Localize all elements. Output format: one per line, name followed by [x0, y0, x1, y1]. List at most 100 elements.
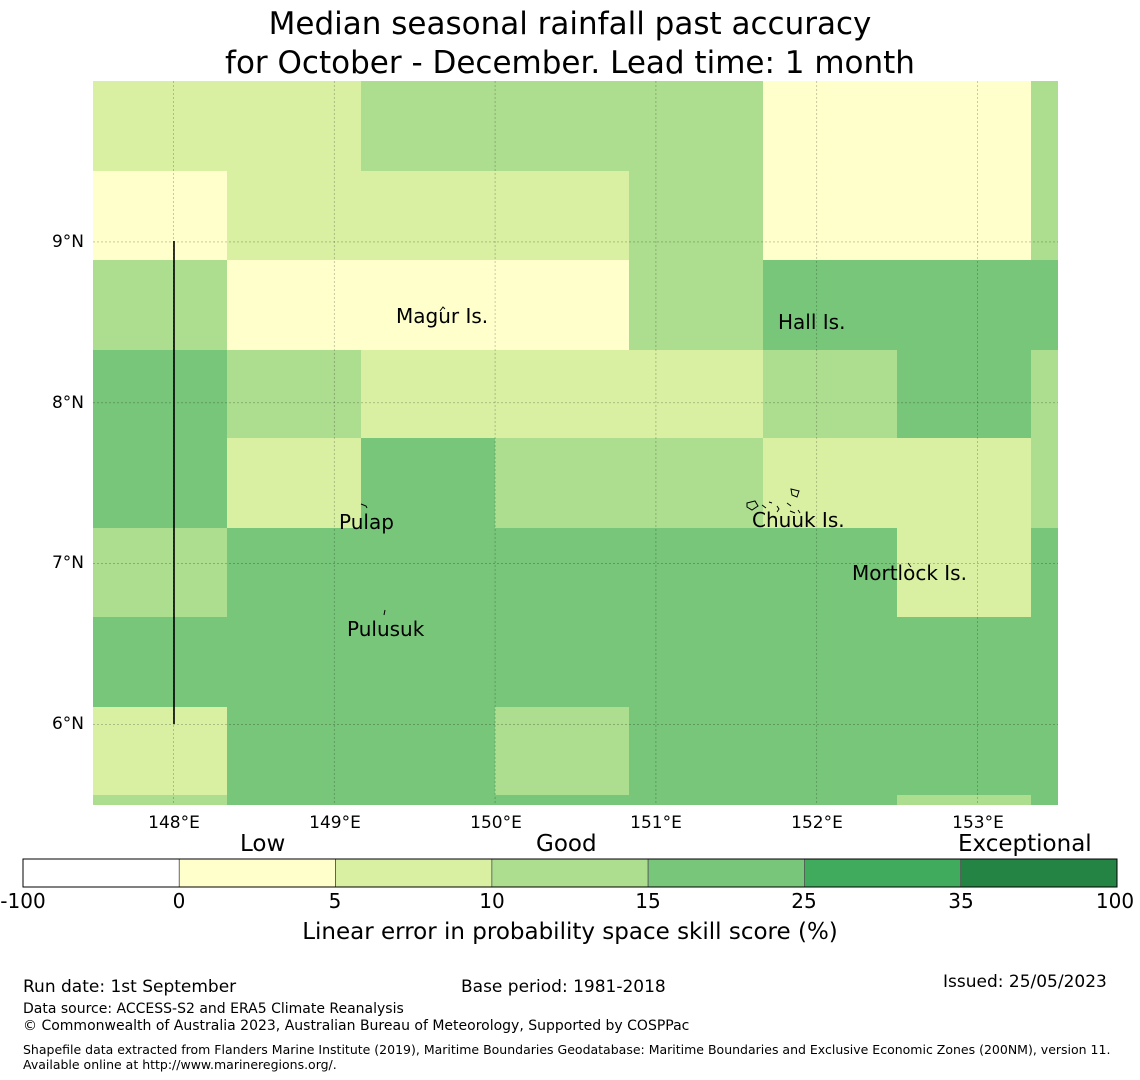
- grid-cell: [227, 438, 361, 528]
- grid-cell: [1031, 528, 1058, 617]
- pulusuk-island-shape: [383, 609, 386, 616]
- grid-cell: [1031, 438, 1058, 528]
- grid-cell: [495, 260, 629, 350]
- grid-cell: [763, 81, 897, 171]
- grid-cell: [897, 617, 1031, 707]
- grid-cell: [227, 795, 361, 805]
- grid-cell: [629, 438, 763, 528]
- grid-cell: [361, 528, 495, 617]
- grid-cell: [629, 617, 763, 707]
- grid-cell: [763, 795, 897, 805]
- grid-cell: [763, 707, 897, 795]
- grid-cell: [227, 350, 361, 438]
- grid-cell: [1031, 171, 1058, 260]
- lon-label-148e: 148°E: [148, 813, 200, 833]
- grid-cell: [361, 171, 495, 260]
- grid-cell: [227, 707, 361, 795]
- copyright-notice: © Commonwealth of Australia 2023, Austra…: [23, 1018, 690, 1034]
- grid-cell: [629, 81, 763, 171]
- grid-cell: [897, 438, 1031, 528]
- base-period: Base period: 1981-2018: [461, 977, 666, 997]
- lon-label-151e: 151°E: [630, 813, 682, 833]
- graticule: [93, 81, 1058, 805]
- place-label-magur: Magur Is.: [396, 304, 488, 328]
- place-label-pulap: Pulap: [339, 510, 394, 534]
- colorbar-tick-label: 0: [172, 889, 186, 913]
- grid-cell: [1031, 350, 1058, 438]
- grid-cell: [227, 617, 361, 707]
- grid-cell: [1031, 260, 1058, 350]
- colorbar-tick-label: 5: [328, 889, 342, 913]
- colorbar-segment: [178, 858, 336, 888]
- magur-island-shape: [439, 306, 446, 312]
- grid-cell: [897, 171, 1031, 260]
- grid-cell: [763, 260, 897, 350]
- grid-cell: [93, 617, 227, 707]
- grid-cell: [93, 438, 227, 528]
- lat-label-6n: 6°N: [52, 714, 84, 734]
- grid-cell: [93, 795, 227, 805]
- grid-cell: [361, 350, 495, 438]
- grid-cell: [361, 795, 495, 805]
- lat-label-9n: 9°N: [52, 232, 84, 252]
- grid-cell: [629, 707, 763, 795]
- colorbar-segment: [804, 858, 962, 888]
- lat-label-8n: 8°N: [52, 393, 84, 413]
- place-label-pulusuk: Pulusuk: [347, 617, 425, 641]
- grid-cell: [629, 795, 763, 805]
- grid-cell: [93, 81, 227, 171]
- colorbar-frame: [22, 858, 1118, 888]
- lon-label-149e: 149°E: [309, 813, 361, 833]
- grid-cell: [495, 438, 629, 528]
- grid-cell: [763, 438, 897, 528]
- issued-date: Issued: 25/05/2023: [943, 972, 1107, 992]
- grid-cell: [361, 260, 495, 350]
- grid-cell: [763, 617, 897, 707]
- grid-cell: [897, 795, 1031, 805]
- grid-cell: [495, 528, 629, 617]
- lon-label-153e: 153°E: [952, 813, 1004, 833]
- pulap-island-shape: [360, 503, 368, 509]
- grid-cell: [897, 81, 1031, 171]
- map-title-line-2: for October - December. Lead time: 1 mon…: [225, 45, 915, 81]
- grid-cell: [361, 617, 495, 707]
- grid-cell: [227, 171, 361, 260]
- grid-cell: [361, 81, 495, 171]
- grid-cell: [1031, 795, 1058, 805]
- colorbar-tick-label: 100: [1095, 889, 1135, 913]
- colorbar-segment: [960, 858, 1118, 888]
- grid-cell: [93, 350, 227, 438]
- lat-label-7n: 7°N: [52, 553, 84, 573]
- colorbar-tick-label: -100: [0, 889, 46, 913]
- grid-cell: [495, 795, 629, 805]
- grid-cell: [93, 171, 227, 260]
- skill-grid: [93, 81, 1058, 805]
- grid-cell: [1031, 617, 1058, 707]
- mortlock-island-shape: [907, 562, 912, 568]
- colorbar-segment: [335, 858, 493, 888]
- colorbar-category-good: Good: [536, 831, 597, 857]
- place-label-mortlock: Mortlock Is.: [852, 561, 967, 585]
- grid-cell: [629, 350, 763, 438]
- grid-cell: [897, 350, 1031, 438]
- place-label-chuuk: Chuuk Is.: [752, 508, 845, 532]
- grid-cell: [227, 260, 361, 350]
- colorbar-segment: [647, 858, 805, 888]
- colorbar-tick-label: 10: [479, 889, 505, 913]
- colorbar-segment: [22, 858, 180, 888]
- colorbar-category-low: Low: [240, 831, 286, 857]
- chuuk-island-shape: [746, 488, 801, 514]
- data-source: Data source: ACCESS-S2 and ERA5 Climate …: [23, 1001, 404, 1017]
- lon-label-152e: 152°E: [791, 813, 843, 833]
- colorbar-tick-label: 15: [635, 889, 661, 913]
- island-outlines: [360, 306, 912, 616]
- grid-cell: [495, 171, 629, 260]
- grid-cell: [227, 528, 361, 617]
- colorbar-tick-label: 25: [791, 889, 817, 913]
- colorbar-segment: [491, 858, 649, 888]
- place-label-hall: Hall Is.: [778, 310, 845, 334]
- map-title-line-1: Median seasonal rainfall past accuracy: [268, 6, 872, 42]
- grid-cell: [495, 617, 629, 707]
- grid-cell: [763, 528, 897, 617]
- shapefile-note: Shapefile data extracted from Flanders M…: [23, 1042, 1111, 1072]
